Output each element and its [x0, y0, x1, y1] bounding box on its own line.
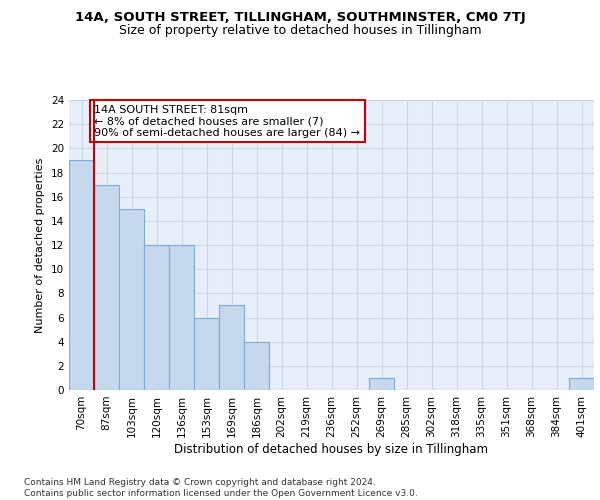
Bar [219, 306, 244, 390]
Text: 14A SOUTH STREET: 81sqm
← 8% of detached houses are smaller (7)
90% of semi-deta: 14A SOUTH STREET: 81sqm ← 8% of detached… [95, 105, 361, 138]
X-axis label: Distribution of detached houses by size in Tillingham: Distribution of detached houses by size … [175, 442, 488, 456]
Text: Contains HM Land Registry data © Crown copyright and database right 2024.
Contai: Contains HM Land Registry data © Crown c… [24, 478, 418, 498]
Bar [69, 160, 94, 390]
Y-axis label: Number of detached properties: Number of detached properties [35, 158, 46, 332]
Bar [144, 245, 169, 390]
Bar [119, 209, 144, 390]
Text: Size of property relative to detached houses in Tillingham: Size of property relative to detached ho… [119, 24, 481, 37]
Text: 14A, SOUTH STREET, TILLINGHAM, SOUTHMINSTER, CM0 7TJ: 14A, SOUTH STREET, TILLINGHAM, SOUTHMINS… [74, 11, 526, 24]
Bar [569, 378, 594, 390]
Bar [94, 184, 119, 390]
Bar [194, 318, 219, 390]
Bar [244, 342, 269, 390]
Bar [169, 245, 194, 390]
Bar [369, 378, 394, 390]
